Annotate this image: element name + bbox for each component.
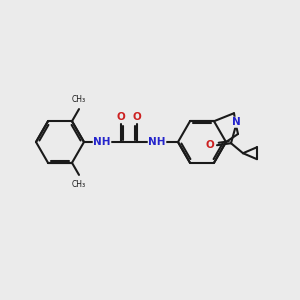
Text: O: O bbox=[133, 112, 141, 122]
Text: N: N bbox=[232, 117, 240, 127]
Text: O: O bbox=[117, 112, 125, 122]
Text: NH: NH bbox=[93, 137, 111, 147]
Text: CH₃: CH₃ bbox=[72, 95, 86, 104]
Text: CH₃: CH₃ bbox=[72, 180, 86, 189]
Text: O: O bbox=[206, 140, 214, 150]
Text: NH: NH bbox=[148, 137, 166, 147]
